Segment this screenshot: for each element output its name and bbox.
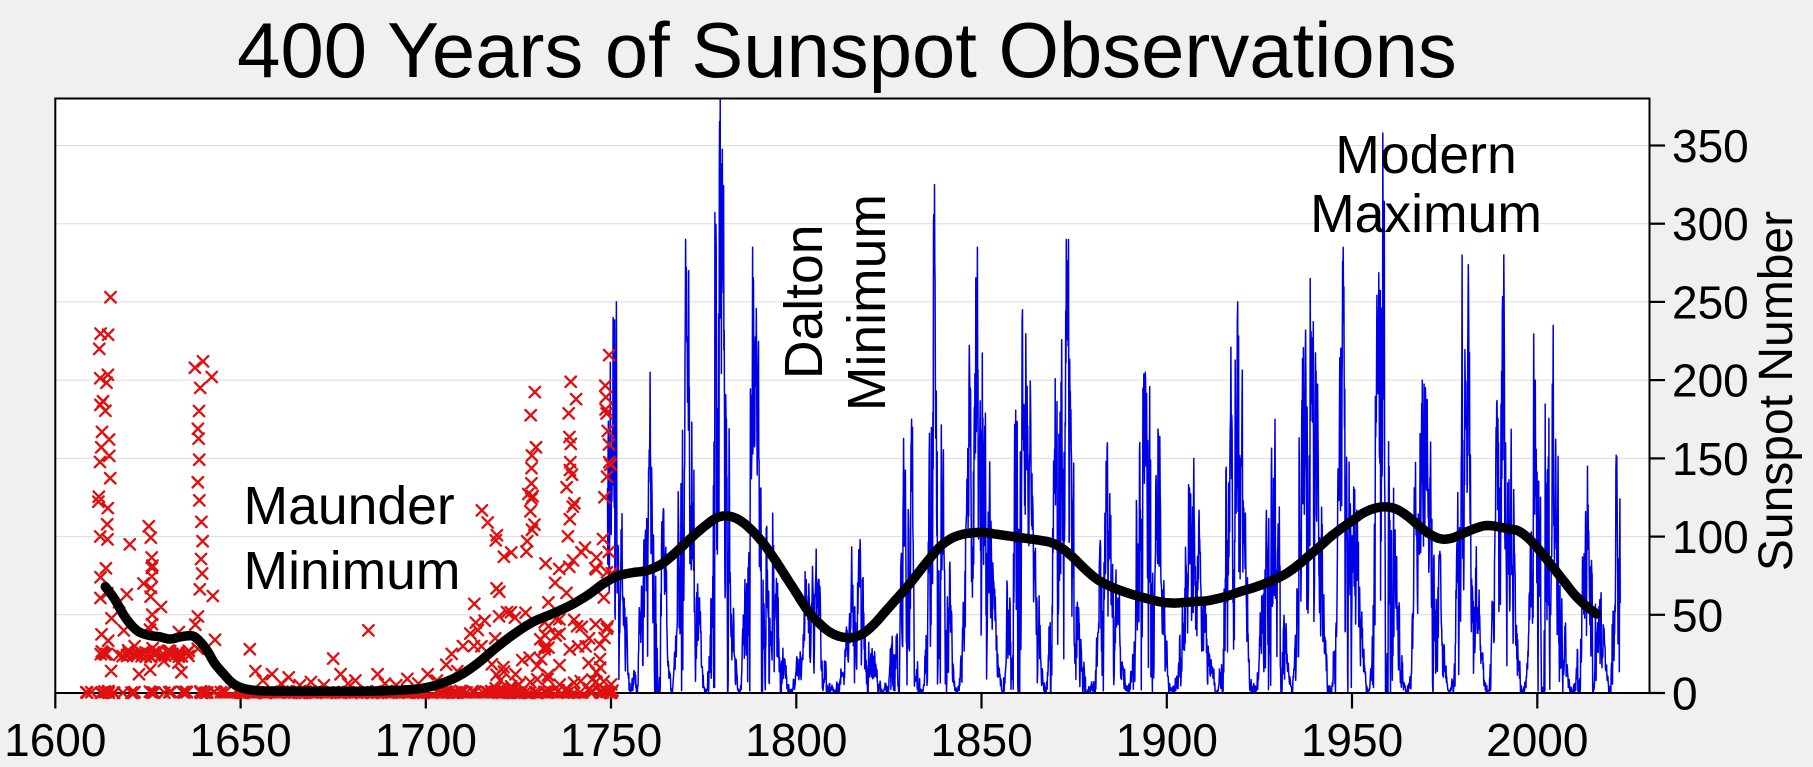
svg-text:Maunder: Maunder [244,477,455,536]
svg-text:1700: 1700 [375,714,477,762]
svg-text:2000: 2000 [1486,714,1588,762]
svg-text:150: 150 [1672,433,1749,485]
svg-text:1650: 1650 [189,714,291,762]
svg-text:Maximum: Maximum [1310,185,1542,244]
svg-text:1600: 1600 [4,714,106,762]
svg-text:Modern: Modern [1335,126,1516,185]
svg-text:200: 200 [1672,355,1749,407]
svg-text:1750: 1750 [560,714,662,762]
svg-text:1800: 1800 [745,714,847,762]
svg-text:Minimum: Minimum [244,542,461,601]
svg-text:1950: 1950 [1301,714,1403,762]
svg-text:50: 50 [1672,589,1723,641]
svg-text:Dalton: Dalton [775,224,834,379]
svg-text:1850: 1850 [930,714,1032,762]
svg-text:300: 300 [1672,198,1749,250]
svg-text:Sunspot Number: Sunspot Number [1750,211,1803,571]
svg-text:100: 100 [1672,511,1749,563]
svg-text:1900: 1900 [1116,714,1218,762]
svg-text:350: 350 [1672,120,1749,172]
svg-text:0: 0 [1672,668,1698,720]
svg-text:400 Years of Sunspot Observati: 400 Years of Sunspot Observations [237,8,1457,94]
svg-text:250: 250 [1672,276,1749,328]
svg-text:Minimum: Minimum [838,194,897,411]
